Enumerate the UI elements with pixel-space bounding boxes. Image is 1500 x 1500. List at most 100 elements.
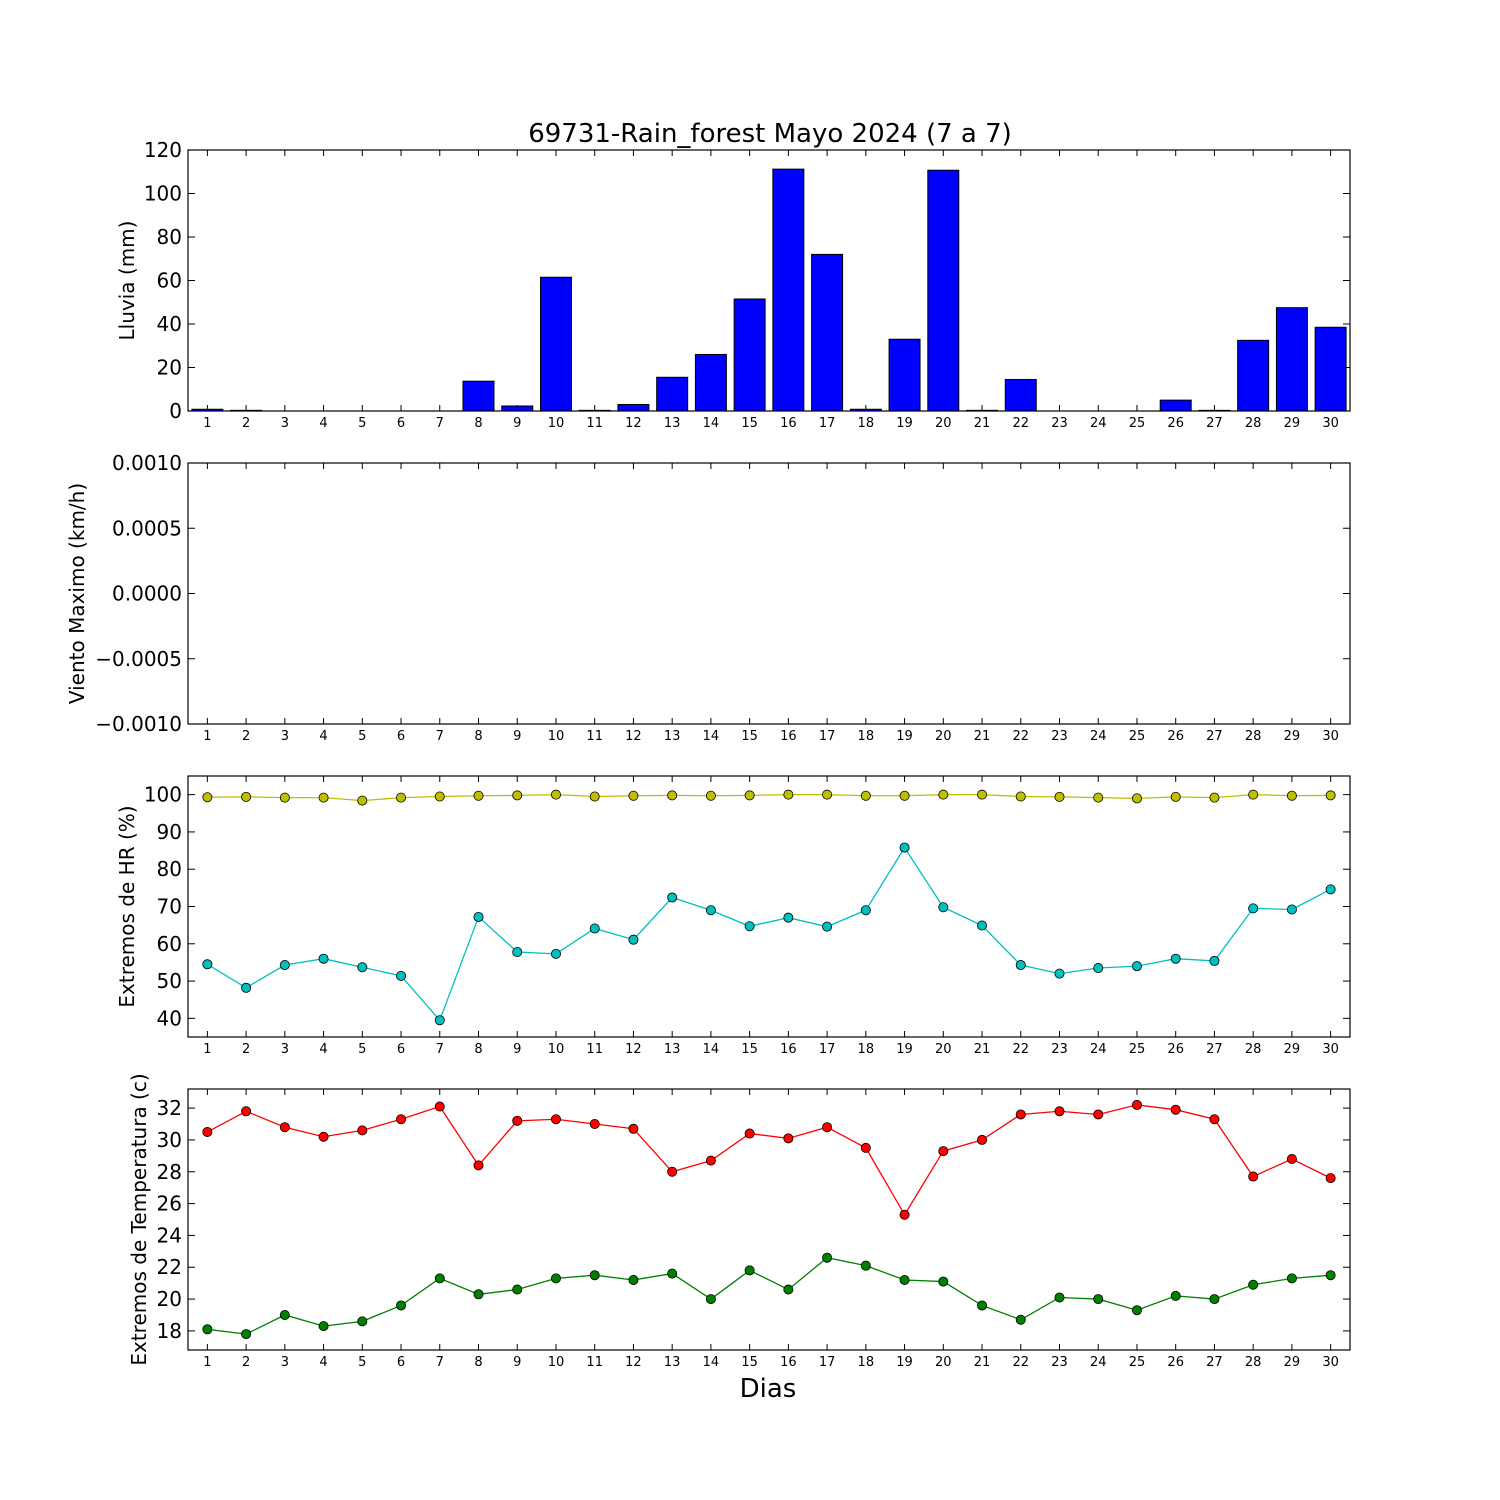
series-point [1248, 789, 1259, 800]
rain-bar [191, 408, 224, 412]
y-axis-label: Extremos de HR (%) [115, 805, 139, 1007]
series-point [628, 1123, 639, 1134]
x-tick-label: 10 [548, 416, 565, 431]
rain-bar [811, 253, 844, 412]
series-point [1209, 1294, 1220, 1305]
x-tick-label: 10 [548, 1042, 565, 1057]
x-tick-label: 26 [1167, 1355, 1184, 1370]
series-point [977, 789, 988, 800]
series-point [783, 1284, 794, 1295]
x-tick-label: 12 [625, 1042, 642, 1057]
x-tick-label: 18 [858, 1042, 875, 1057]
series-point [550, 948, 561, 959]
x-tick-label: 12 [625, 729, 642, 744]
series-point [628, 1274, 639, 1285]
series-point [279, 1122, 290, 1133]
x-tick-label: 22 [1012, 1042, 1029, 1057]
x-tick-label: 8 [474, 416, 482, 431]
x-tick-label: 22 [1012, 729, 1029, 744]
x-tick-label: 24 [1090, 416, 1107, 431]
y-tick-label: 40 [157, 1006, 182, 1030]
series-point [1015, 1314, 1026, 1325]
series-point [1286, 904, 1297, 915]
x-tick-label: 30 [1322, 1355, 1339, 1370]
rain-bar [733, 298, 766, 412]
series-line [207, 846, 1331, 1022]
x-tick-label: 16 [780, 1355, 797, 1370]
y-tick-label: 80 [157, 857, 182, 881]
x-tick-label: 4 [319, 729, 327, 744]
x-tick-label: 18 [858, 416, 875, 431]
series-point [473, 1289, 484, 1300]
series-point [822, 1122, 833, 1133]
x-tick-label: 14 [703, 729, 720, 744]
series-point [667, 1268, 678, 1279]
rain-bar [888, 338, 921, 412]
x-tick-label: 5 [358, 416, 366, 431]
series-point [860, 1142, 871, 1153]
series-point [279, 1309, 290, 1320]
rain-bar [1237, 339, 1270, 412]
x-tick-label: 14 [703, 416, 720, 431]
series-point [1015, 1109, 1026, 1120]
rain-bar [966, 409, 999, 412]
x-tick-label: 6 [397, 729, 405, 744]
x-tick-label: 15 [741, 729, 758, 744]
x-tick-label: 17 [819, 1355, 836, 1370]
series-point [744, 790, 755, 801]
y-tick-label: 0.0010 [112, 451, 182, 475]
series-point [705, 905, 716, 916]
series-point [1015, 960, 1026, 971]
rain-bar [617, 403, 650, 412]
series-point [396, 1300, 407, 1311]
x-tick-label: 30 [1322, 416, 1339, 431]
x-tick-label: 10 [548, 1355, 565, 1370]
series-point [357, 1125, 368, 1136]
x-tick-label: 12 [625, 416, 642, 431]
series-point [667, 892, 678, 903]
x-tick-label: 23 [1051, 1042, 1068, 1057]
x-tick-label: 12 [625, 1355, 642, 1370]
x-tick-label: 1 [203, 729, 211, 744]
series-point [744, 921, 755, 932]
series-point [318, 792, 329, 803]
x-tick-label: 29 [1284, 729, 1301, 744]
series-point [473, 790, 484, 801]
x-tick-label: 26 [1167, 1042, 1184, 1057]
series-point [744, 1265, 755, 1276]
x-tick-label: 24 [1090, 1355, 1107, 1370]
y-tick-label: 18 [157, 1319, 182, 1343]
series-point [1093, 792, 1104, 803]
rain-bar [501, 405, 534, 412]
series-point [1209, 955, 1220, 966]
x-tick-label: 16 [780, 416, 797, 431]
series-point [822, 1252, 833, 1263]
series-point [977, 920, 988, 931]
series-point [357, 1316, 368, 1327]
series-point [1170, 791, 1181, 802]
series-point [512, 790, 523, 801]
x-tick-label: 1 [203, 1042, 211, 1057]
y-tick-label: 26 [157, 1192, 182, 1216]
x-tick-label: 7 [436, 416, 444, 431]
series-point [628, 790, 639, 801]
x-tick-label: 17 [819, 729, 836, 744]
x-tick-label: 25 [1129, 416, 1146, 431]
series-point [705, 1294, 716, 1305]
series-point [357, 795, 368, 806]
series-point [589, 1270, 600, 1281]
series-point [434, 1015, 445, 1026]
x-tick-label: 21 [974, 729, 991, 744]
series-point [1170, 953, 1181, 964]
series-point [396, 1114, 407, 1125]
series-point [783, 912, 794, 923]
x-tick-label: 20 [935, 729, 952, 744]
rain-bar [462, 380, 495, 412]
x-tick-label: 24 [1090, 729, 1107, 744]
y-tick-label: 100 [144, 783, 182, 807]
series-point [1209, 792, 1220, 803]
series-point [783, 1133, 794, 1144]
